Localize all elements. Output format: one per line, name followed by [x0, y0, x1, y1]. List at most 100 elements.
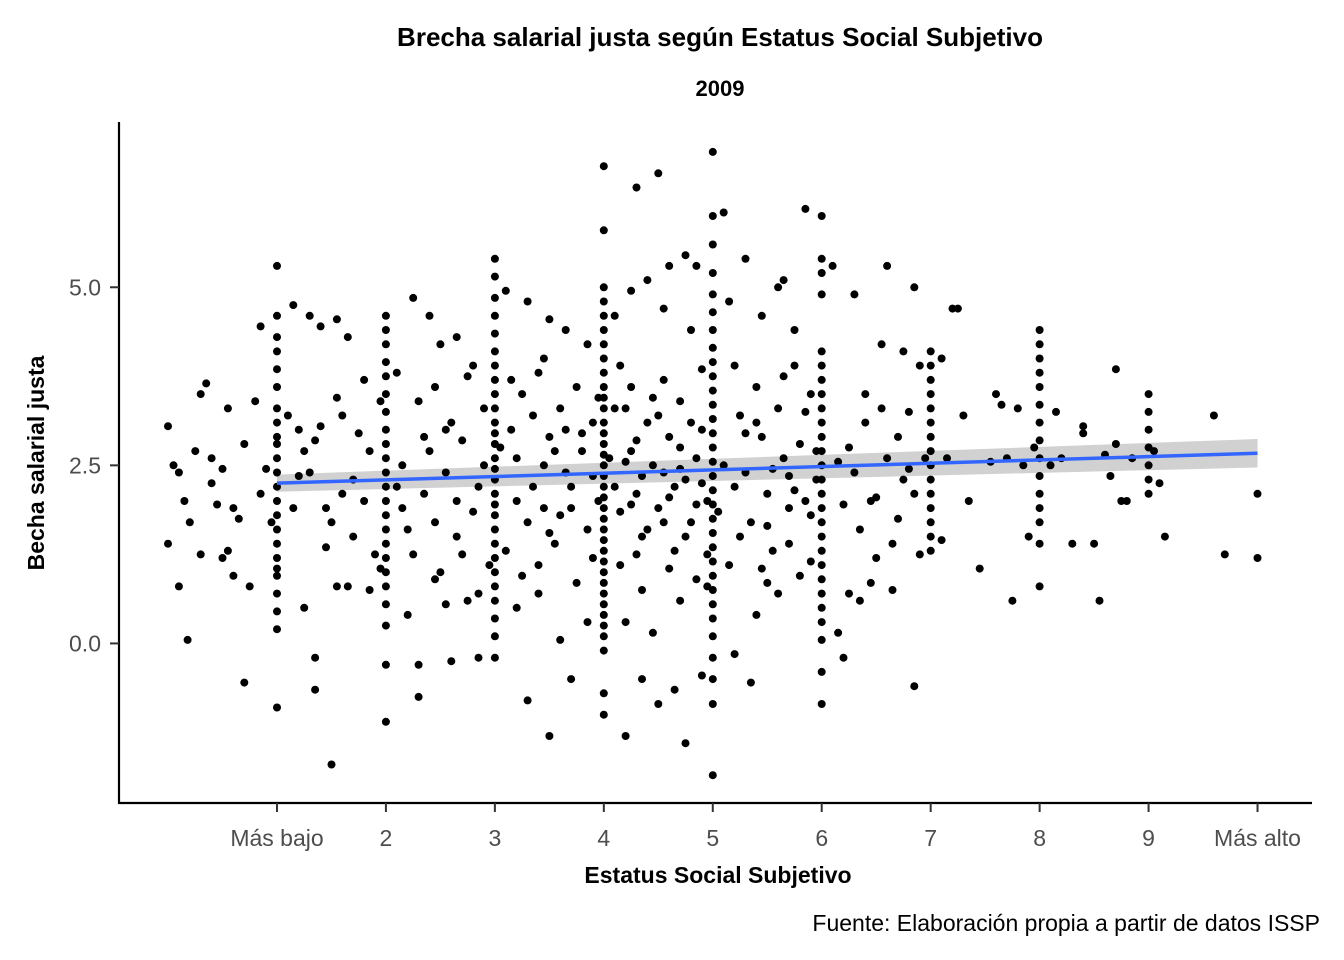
data-point — [403, 610, 412, 619]
data-point — [910, 682, 919, 691]
data-point — [512, 497, 521, 505]
data-point — [708, 771, 717, 780]
data-point — [605, 454, 614, 463]
data-point — [1035, 418, 1044, 427]
data-point — [588, 418, 597, 427]
data-point — [556, 404, 565, 413]
data-point — [599, 610, 608, 619]
data-point — [692, 500, 701, 509]
data-point — [381, 407, 390, 416]
data-point — [273, 703, 281, 712]
data-point — [648, 393, 657, 402]
data-point — [556, 635, 565, 644]
data-point — [474, 482, 483, 491]
data-point — [817, 390, 826, 399]
data-point — [441, 600, 450, 609]
trend-line-group — [276, 451, 1258, 485]
data-point — [779, 372, 788, 381]
data-point — [599, 589, 608, 598]
x-axis-title: Estatus Social Subjetivo — [584, 862, 851, 888]
data-point — [183, 635, 192, 644]
data-point — [627, 447, 636, 456]
data-point — [561, 425, 570, 434]
data-point — [490, 429, 499, 438]
data-point — [599, 646, 608, 655]
data-point — [599, 297, 608, 306]
data-point — [599, 493, 608, 502]
data-point — [490, 272, 499, 281]
data-point — [447, 418, 456, 427]
data-point — [425, 447, 434, 456]
data-point — [1079, 422, 1088, 431]
data-point — [719, 208, 728, 217]
data-point — [736, 411, 744, 420]
data-point — [801, 497, 810, 505]
data-point — [1013, 404, 1022, 413]
data-point — [1090, 539, 1099, 548]
x-tick-label: 9 — [1142, 825, 1155, 851]
data-point — [708, 372, 717, 381]
data-point — [708, 529, 717, 537]
data-point — [681, 532, 690, 541]
data-point — [1111, 440, 1120, 448]
data-point — [736, 532, 744, 541]
data-point — [196, 390, 205, 399]
data-point — [599, 440, 608, 448]
data-point — [855, 596, 864, 605]
data-point — [332, 393, 341, 402]
data-point — [665, 493, 674, 502]
data-point — [708, 472, 717, 480]
data-point — [490, 329, 499, 338]
data-point — [665, 432, 674, 441]
data-point — [1144, 407, 1153, 416]
data-point — [926, 418, 935, 427]
data-point — [670, 482, 679, 491]
data-point — [599, 504, 608, 513]
data-point — [708, 500, 717, 509]
data-point — [621, 618, 630, 627]
data-point — [817, 700, 826, 708]
data-point — [578, 429, 586, 438]
data-point — [245, 582, 254, 591]
y-axis-title: Becha salarial justa — [23, 355, 49, 570]
data-point — [638, 472, 646, 480]
data-point — [599, 568, 608, 577]
data-point — [256, 322, 265, 331]
data-point — [381, 340, 390, 349]
data-point — [523, 518, 532, 527]
data-point — [213, 500, 222, 509]
data-point — [746, 678, 755, 687]
data-point — [234, 514, 243, 523]
data-point — [1220, 550, 1229, 559]
data-point — [817, 290, 826, 299]
data-point — [273, 554, 281, 562]
plot-area — [164, 147, 1262, 780]
data-point — [845, 589, 853, 598]
data-point — [381, 539, 390, 548]
data-point — [174, 582, 183, 591]
data-point — [975, 564, 984, 573]
data-point — [1095, 596, 1104, 605]
data-point — [926, 489, 935, 498]
data-point — [338, 489, 347, 498]
data-point — [817, 475, 826, 484]
data-point — [381, 511, 390, 520]
data-point — [490, 311, 499, 320]
data-point — [817, 404, 826, 413]
data-point — [708, 343, 717, 352]
data-point — [725, 561, 734, 570]
data-point — [567, 482, 576, 491]
data-point — [708, 586, 717, 594]
data-point — [539, 354, 548, 363]
data-point — [381, 497, 390, 505]
data-point — [354, 429, 363, 438]
data-point — [283, 411, 292, 420]
data-point — [507, 375, 516, 384]
data-point — [202, 379, 211, 388]
x-tick-label: 4 — [597, 825, 610, 851]
x-tick-label: 5 — [706, 825, 719, 851]
data-point — [599, 340, 608, 349]
data-point — [507, 425, 516, 434]
x-tick-label: 7 — [924, 825, 937, 851]
data-point — [926, 447, 935, 456]
